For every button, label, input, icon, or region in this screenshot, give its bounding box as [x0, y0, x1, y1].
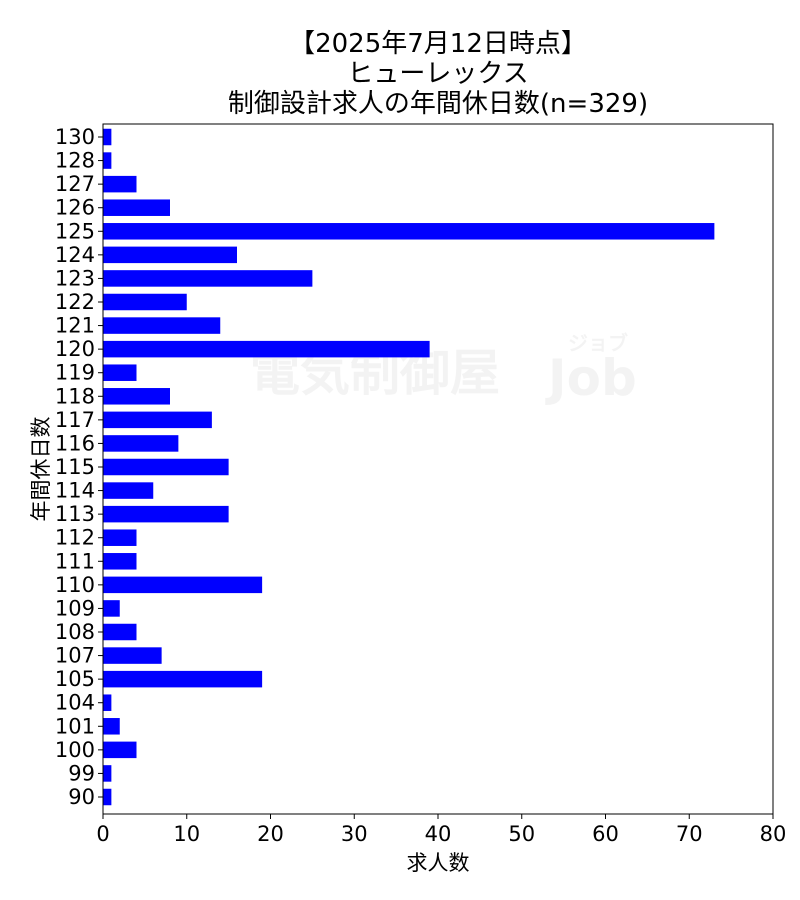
x-axis-label: 求人数	[407, 851, 470, 875]
x-tick-label-60: 60	[592, 822, 619, 846]
x-tick-label-80: 80	[760, 822, 787, 846]
bar-120	[103, 340, 430, 358]
y-tick-label-127: 127	[55, 172, 95, 196]
x-tick-label-70: 70	[676, 822, 703, 846]
bar-126	[103, 199, 170, 216]
bar-121	[103, 317, 221, 334]
y-tick-label-101: 101	[55, 714, 95, 738]
bar-123	[103, 270, 313, 287]
bar-119	[103, 364, 137, 381]
y-tick-label-121: 121	[55, 314, 95, 338]
y-tick-label-125: 125	[55, 219, 95, 243]
bar-107	[103, 647, 162, 664]
bar-116	[103, 435, 179, 452]
x-tick-label-0: 0	[96, 822, 109, 846]
bar-104	[103, 694, 112, 711]
x-tick-label-40: 40	[425, 822, 452, 846]
x-tick-label-30: 30	[341, 822, 368, 846]
y-tick-label-130: 130	[55, 125, 95, 149]
bar-101	[103, 718, 120, 735]
y-tick-label-100: 100	[55, 738, 95, 762]
y-axis-label: 年間休日数	[29, 417, 53, 522]
bar-99	[103, 765, 112, 782]
bar-113	[103, 505, 229, 523]
y-tick-label-111: 111	[55, 549, 95, 573]
y-tick-label-117: 117	[55, 408, 95, 432]
bar-118	[103, 388, 170, 405]
bar-105	[103, 670, 263, 688]
y-tick-label-110: 110	[55, 573, 95, 597]
bar-122	[103, 293, 187, 311]
y-tick-label-112: 112	[55, 526, 95, 550]
y-tick-label-113: 113	[55, 502, 95, 526]
y-tick-label-105: 105	[55, 667, 95, 691]
bar-108	[103, 623, 137, 641]
bar-130	[103, 128, 112, 146]
bar-128	[103, 152, 112, 169]
chart-title-line-2: ヒューレックス	[347, 59, 528, 89]
bar-114	[103, 482, 154, 499]
bar-110	[103, 576, 263, 594]
y-tick-label-108: 108	[55, 620, 95, 644]
y-tick-label-124: 124	[55, 243, 95, 267]
y-tick-label-122: 122	[55, 290, 95, 314]
y-tick-label-90: 90	[68, 785, 95, 809]
bar-115	[103, 458, 229, 476]
bar-127	[103, 175, 137, 193]
y-axis: 9099100101104105107108109110111112113114…	[55, 125, 103, 809]
chart-title-line-3: 制御設計求人の年間休日数(n=329)	[228, 89, 648, 119]
y-tick-label-120: 120	[55, 337, 95, 361]
bar-112	[103, 529, 137, 546]
bar-125	[103, 223, 715, 240]
y-tick-label-126: 126	[55, 196, 95, 220]
x-tick-label-20: 20	[257, 822, 284, 846]
y-tick-label-123: 123	[55, 266, 95, 290]
y-tick-label-118: 118	[55, 384, 95, 408]
bar-90	[103, 788, 112, 806]
chart-title: 【2025年7月12日時点】 ヒューレックス 制御設計求人の年間休日数(n=32…	[228, 29, 648, 119]
bars	[103, 128, 715, 806]
bar-100	[103, 741, 137, 759]
bar-117	[103, 411, 212, 429]
y-tick-label-114: 114	[55, 479, 95, 503]
bar-111	[103, 553, 137, 570]
bar-124	[103, 246, 237, 264]
bar-109	[103, 600, 120, 617]
y-tick-label-104: 104	[55, 691, 95, 715]
x-tick-label-50: 50	[508, 822, 535, 846]
y-tick-label-128: 128	[55, 149, 95, 173]
y-tick-label-115: 115	[55, 455, 95, 479]
x-tick-label-10: 10	[173, 822, 200, 846]
x-axis: 0 10 20 30 40 50 60 70 80	[96, 814, 786, 846]
watermark-kana: ジョブ	[568, 331, 628, 355]
chart-title-line-1: 【2025年7月12日時点】	[289, 29, 587, 59]
y-tick-label-119: 119	[55, 361, 95, 385]
y-tick-label-116: 116	[55, 431, 95, 455]
y-tick-label-107: 107	[55, 644, 95, 668]
y-tick-label-109: 109	[55, 596, 95, 620]
y-tick-label-99: 99	[68, 761, 95, 785]
watermark-brand: Job	[545, 349, 637, 407]
